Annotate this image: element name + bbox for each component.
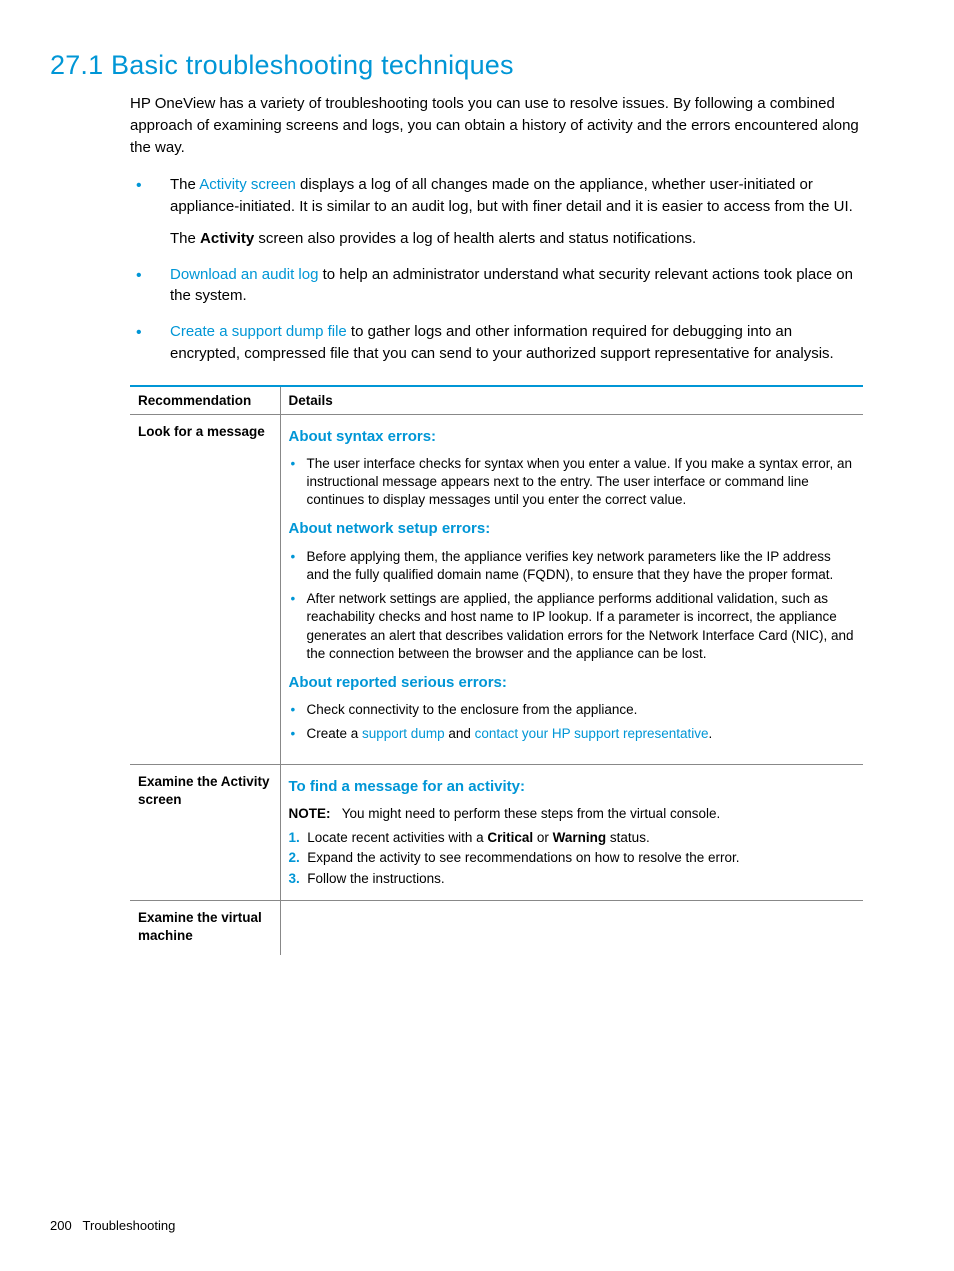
text: The (170, 176, 199, 193)
step-number: 1. (289, 830, 300, 845)
text: status. (606, 830, 650, 845)
intro-bullet-list: The Activity screen displays a log of al… (130, 174, 864, 364)
link-activity-screen[interactable]: Activity screen (199, 176, 296, 193)
link-create-support-dump[interactable]: Create a support dump file (170, 323, 347, 340)
text: . (709, 726, 713, 741)
section-heading: 27.1 Basic troubleshooting techniques (50, 50, 864, 81)
bold-text: Activity (200, 230, 254, 247)
sub-heading-find-message: To find a message for an activity: (289, 777, 856, 797)
details-cell: To find a message for an activity: NOTE:… (280, 764, 863, 900)
bold-text: Warning (553, 830, 607, 845)
link-contact-support[interactable]: contact your HP support representative (475, 726, 709, 741)
text: The (170, 230, 200, 247)
sub-heading-serious: About reported serious errors: (289, 673, 856, 693)
sub-heading-network: About network setup errors: (289, 519, 856, 539)
footer-label: Troubleshooting (83, 1218, 176, 1233)
document-page: 27.1 Basic troubleshooting techniques HP… (0, 0, 954, 1271)
text: and (445, 726, 475, 741)
inner-list: Check connectivity to the enclosure from… (289, 701, 856, 743)
text: Create a (307, 726, 363, 741)
intro-paragraph: HP OneView has a variety of troubleshoot… (130, 93, 864, 158)
step-line: 2. Expand the activity to see recommenda… (289, 849, 856, 867)
bullet-support-dump: Create a support dump file to gather log… (130, 321, 864, 365)
table-row: Examine the Activity screen To find a me… (130, 764, 863, 900)
rec-cell: Examine the Activity screen (130, 764, 280, 900)
table-header-row: Recommendation Details (130, 386, 863, 415)
inner-list: Before applying them, the appliance veri… (289, 548, 856, 663)
sub-paragraph: The Activity screen also provides a log … (170, 228, 864, 250)
step-number: 3. (289, 871, 300, 886)
link-download-audit-log[interactable]: Download an audit log (170, 266, 318, 283)
sub-heading-syntax: About syntax errors: (289, 427, 856, 447)
note-line: NOTE: You might need to perform these st… (289, 805, 856, 823)
table-row: Look for a message About syntax errors: … (130, 414, 863, 764)
list-item: The user interface checks for syntax whe… (289, 455, 856, 510)
bullet-audit-log: Download an audit log to help an adminis… (130, 264, 864, 308)
bold-text: Critical (487, 830, 533, 845)
text: or (533, 830, 553, 845)
table-row: Examine the virtual machine (130, 900, 863, 955)
rec-cell: Examine the virtual machine (130, 900, 280, 955)
list-item: After network settings are applied, the … (289, 590, 856, 663)
step-line: 3. Follow the instructions. (289, 870, 856, 888)
link-support-dump[interactable]: support dump (362, 726, 445, 741)
page-footer: 200 Troubleshooting (50, 1218, 175, 1233)
step-number: 2. (289, 850, 300, 865)
text: Expand the activity to see recommendatio… (307, 850, 739, 865)
step-line: 1. Locate recent activities with a Criti… (289, 829, 856, 847)
list-item: Check connectivity to the enclosure from… (289, 701, 856, 719)
col-header-recommendation: Recommendation (130, 386, 280, 415)
col-header-details: Details (280, 386, 863, 415)
details-cell: About syntax errors: The user interface … (280, 414, 863, 764)
note-label: NOTE: (289, 806, 331, 821)
note-text: You might need to perform these steps fr… (342, 806, 720, 821)
bullet-activity-screen: The Activity screen displays a log of al… (130, 174, 864, 249)
text: Locate recent activities with a (307, 830, 487, 845)
rec-cell: Look for a message (130, 414, 280, 764)
list-item: Create a support dump and contact your H… (289, 725, 856, 743)
details-cell (280, 900, 863, 955)
text: screen also provides a log of health ale… (254, 230, 696, 247)
list-item: Before applying them, the appliance veri… (289, 548, 856, 584)
page-number: 200 (50, 1218, 72, 1233)
recommendations-table: Recommendation Details Look for a messag… (130, 385, 863, 956)
text: Follow the instructions. (307, 871, 444, 886)
inner-list: The user interface checks for syntax whe… (289, 455, 856, 510)
